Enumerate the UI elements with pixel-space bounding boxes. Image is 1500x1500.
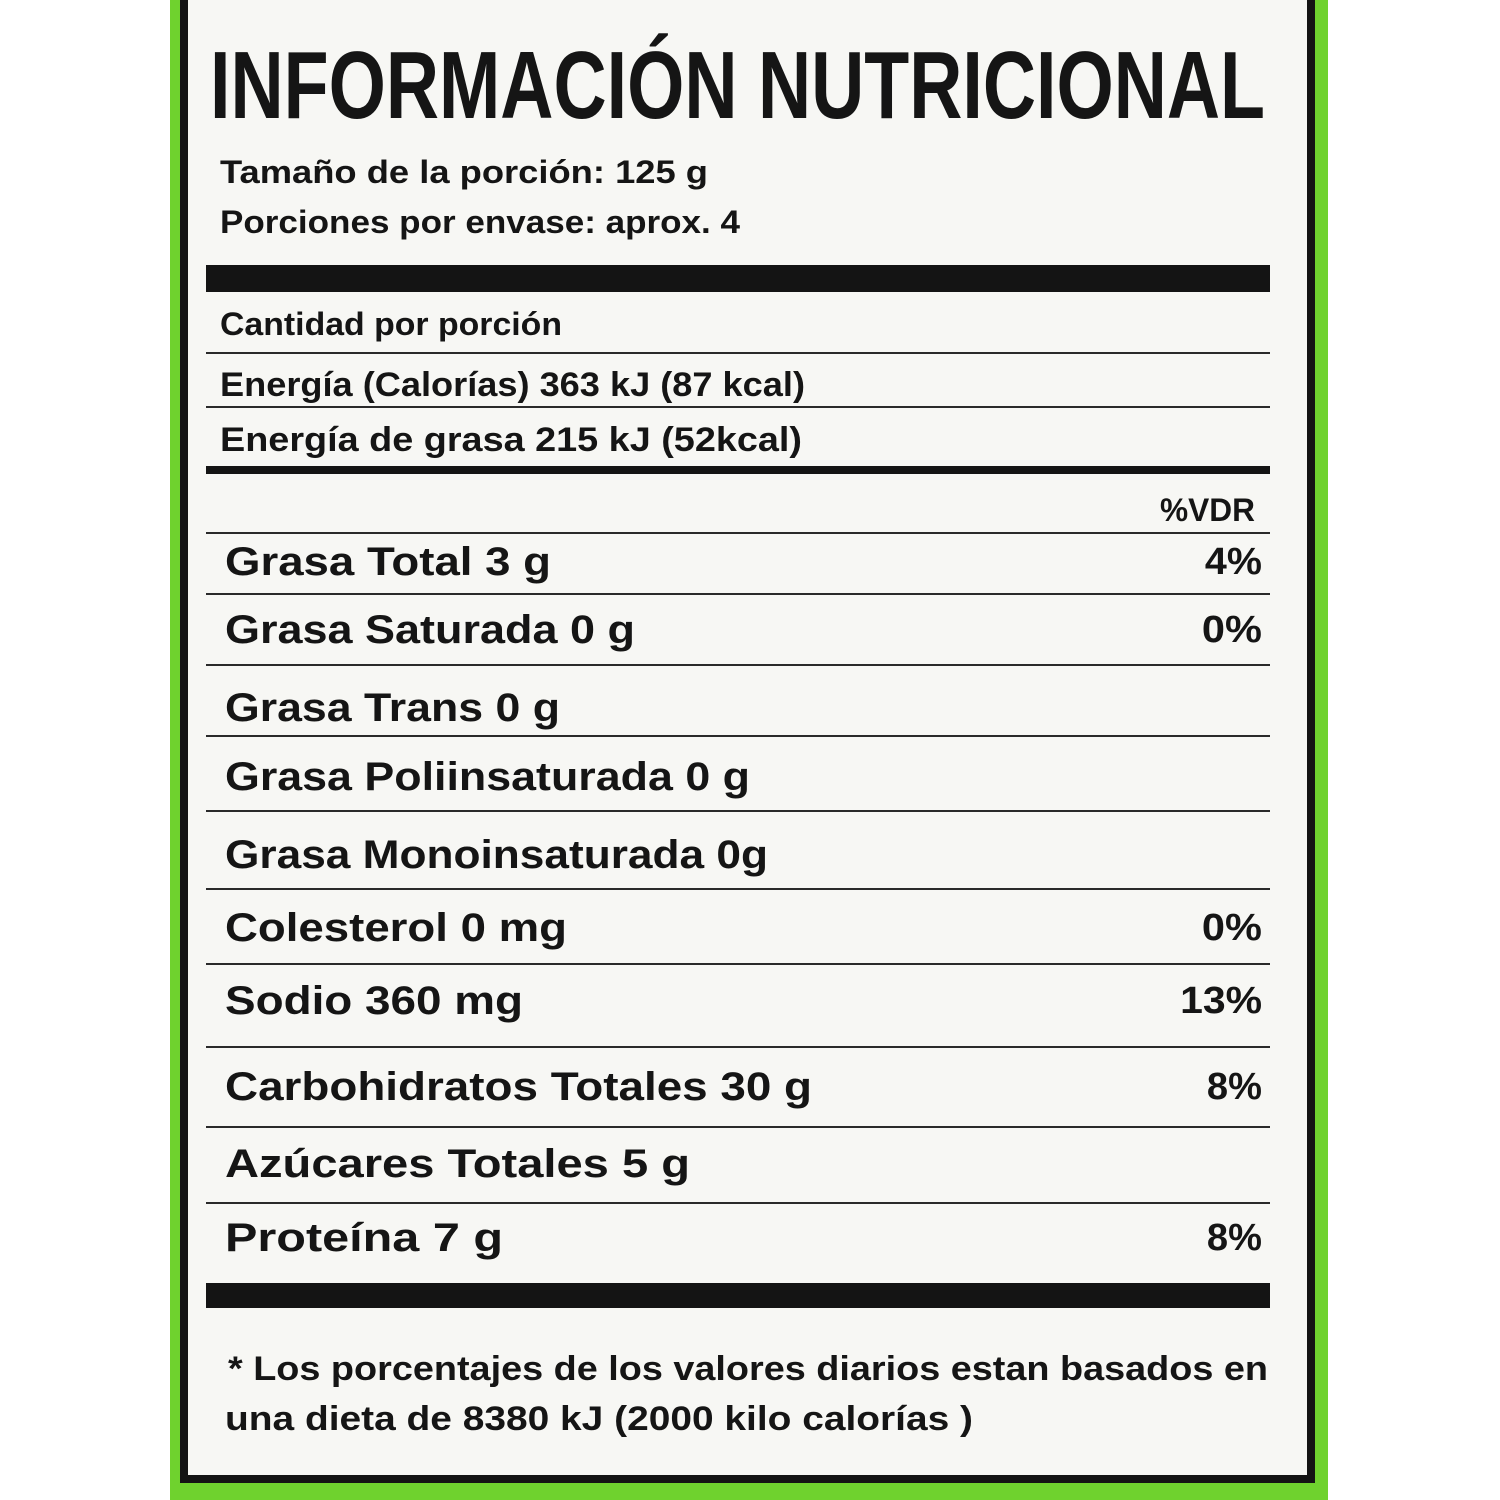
divider [206,532,1270,534]
amount-per-serving: Cantidad por porción [220,306,562,342]
nutrient-label: Grasa Poliinsaturada 0 g [225,755,750,799]
thick-divider [206,1283,1270,1308]
divider [206,406,1270,408]
nutrient-label: Azúcares Totales 5 g [225,1142,690,1186]
green-background-bottom [170,1483,1328,1500]
divider [206,810,1270,812]
nutrient-daily-value: 0% [1202,609,1262,651]
nutrient-daily-value: 13% [1180,980,1262,1022]
nutrient-label: Grasa Total 3 g [225,540,551,584]
divider [206,1046,1270,1048]
nutrition-label-panel [180,0,1315,1483]
nutrient-label: Carbohidratos Totales 30 g [225,1065,812,1109]
divider [206,888,1270,890]
energy: Energía (Calorías) 363 kJ (87 kcal) [220,366,805,404]
divider [206,963,1270,965]
divider [206,1126,1270,1128]
nutrient-label: Proteína 7 g [225,1216,503,1260]
footnote-line-1: * Los porcentajes de los valores diarios… [228,1350,1268,1388]
dv-header: %VDR [1160,492,1255,528]
divider [206,352,1270,354]
nutrient-daily-value: 4% [1205,541,1262,583]
thick-divider [206,265,1270,292]
servings-per-container: Porciones por envase: aprox. 4 [220,204,740,240]
label-title: INFORMACIÓN NUTRICIONAL [210,32,1265,139]
nutrient-label: Grasa Monoinsaturada 0g [225,833,768,877]
nutrient-label: Grasa Trans 0 g [225,686,560,730]
nutrient-label: Sodio 360 mg [225,979,523,1023]
divider [206,593,1270,595]
green-background-right [1313,0,1328,1500]
nutrient-daily-value: 8% [1207,1066,1262,1108]
divider [206,664,1270,666]
footnote-line-2: una dieta de 8380 kJ (2000 kilo calorías… [225,1400,973,1438]
divider [206,735,1270,737]
divider [206,1202,1270,1204]
nutrient-daily-value: 0% [1202,907,1262,949]
medium-divider [206,466,1270,474]
nutrient-daily-value: 8% [1207,1217,1262,1259]
green-background-left [170,0,182,1500]
energy-from-fat: Energía de grasa 215 kJ (52kcal) [220,421,802,459]
nutrient-label: Grasa Saturada 0 g [225,608,635,652]
nutrient-label: Colesterol 0 mg [225,906,567,950]
serving-size: Tamaño de la porción: 125 g [220,154,708,190]
